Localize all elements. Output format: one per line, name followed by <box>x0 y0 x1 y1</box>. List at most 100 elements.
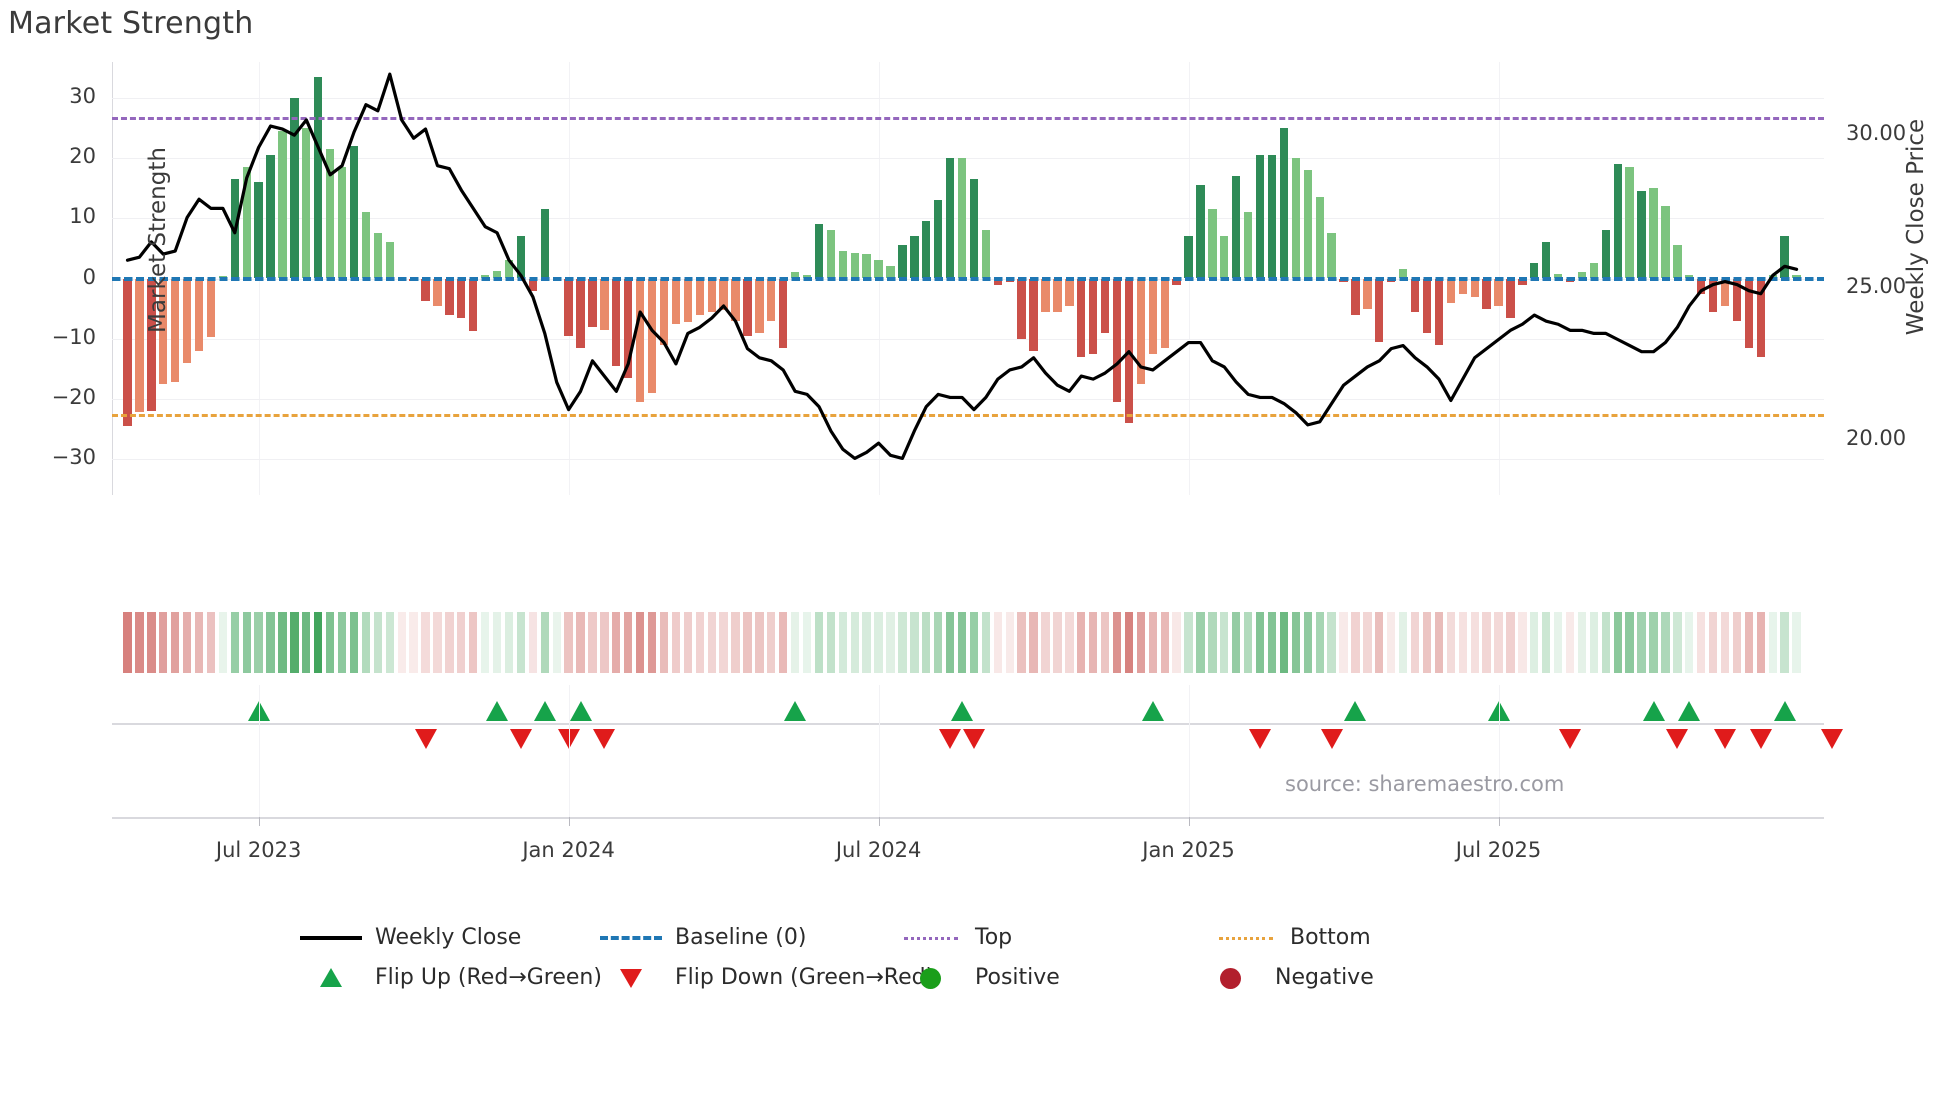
heat-cell <box>1518 612 1527 673</box>
heat-cell <box>469 612 478 673</box>
strength-bar <box>1375 278 1384 342</box>
heat-cell <box>838 612 847 673</box>
heat-cell <box>1303 612 1312 673</box>
legend-label: Top <box>975 925 1013 950</box>
strength-bar <box>969 179 979 279</box>
strength-bar <box>647 278 657 393</box>
strength-bar <box>421 278 430 302</box>
strength-bar <box>624 278 633 378</box>
flip-up-marker <box>486 701 509 721</box>
heat-cell <box>242 612 251 673</box>
strength-bar <box>1315 197 1324 279</box>
strength-bar <box>683 278 692 322</box>
heat-cell <box>1589 612 1599 673</box>
dashed-line-swatch-icon <box>600 927 662 949</box>
heat-cell <box>1363 612 1372 673</box>
flip-axis-line <box>112 723 1824 725</box>
heat-cell <box>1291 612 1301 673</box>
heat-cell <box>814 612 824 673</box>
dotted-line-swatch-icon <box>900 927 962 949</box>
strength-bar <box>1184 236 1193 279</box>
heat-cell <box>981 612 991 673</box>
legend-item[interactable]: Flip Up (Red→Green) <box>300 965 602 990</box>
strength-bar <box>242 167 251 279</box>
strength-bar <box>1136 278 1146 384</box>
legend-item[interactable]: Negative <box>1200 965 1374 990</box>
swatch-glyph <box>1219 936 1273 940</box>
strength-bar <box>194 278 204 351</box>
heat-cell <box>671 612 681 673</box>
strength-bar <box>719 278 728 310</box>
strength-bar <box>314 77 323 279</box>
strength-bar <box>1470 278 1479 297</box>
strength-bar <box>1649 188 1658 279</box>
heat-cell <box>779 612 788 673</box>
strength-bar <box>349 146 359 279</box>
heat-cell <box>1780 612 1789 673</box>
heat-cell <box>1744 612 1754 673</box>
heat-cell <box>302 612 311 673</box>
heat-cell <box>755 612 764 673</box>
triangle-down-icon <box>600 967 662 989</box>
heat-cell <box>564 612 573 673</box>
flip-down-marker <box>509 729 532 749</box>
x-gridline <box>1188 685 1191 817</box>
heat-cell <box>373 612 383 673</box>
x-axis-tick <box>1498 817 1501 826</box>
strength-bar <box>1232 176 1241 279</box>
strength-bar <box>779 278 788 348</box>
x-axis-line <box>112 817 1824 819</box>
strength-bar <box>1303 170 1312 279</box>
strength-bar <box>469 278 478 332</box>
legend-item[interactable]: Baseline (0) <box>600 925 806 950</box>
legend-item[interactable]: Flip Down (Green→Red) <box>600 965 934 990</box>
gridline <box>112 158 1824 160</box>
flip-up-marker <box>1773 701 1796 721</box>
strength-bar <box>993 278 1002 285</box>
left-axis-tick-label: 20 <box>69 144 96 169</box>
heat-cell <box>266 612 275 673</box>
heat-cell <box>254 612 263 673</box>
legend-item[interactable]: Positive <box>900 965 1060 990</box>
strength-bar <box>433 278 442 306</box>
flip-down-marker <box>1320 729 1343 749</box>
heat-cell <box>1398 612 1408 673</box>
heat-cell <box>1041 612 1050 673</box>
heat-cell <box>1530 612 1539 673</box>
heat-cell <box>1208 612 1217 673</box>
heat-cell <box>612 612 621 673</box>
heat-cell <box>719 612 728 673</box>
heat-cell <box>1243 612 1253 673</box>
strength-bar <box>862 254 871 279</box>
strength-bar <box>1637 191 1646 279</box>
heat-cell <box>492 612 502 673</box>
x-axis-tick-label: Jul 2023 <box>215 838 302 862</box>
strength-bar <box>1613 164 1622 279</box>
legend-item[interactable]: Top <box>900 925 1012 950</box>
baseline-zero-line <box>112 276 1824 281</box>
strength-bar <box>1208 209 1217 279</box>
strength-bar <box>922 221 931 279</box>
strength-bar <box>945 158 955 279</box>
legend-item[interactable]: Weekly Close <box>300 925 521 950</box>
heat-cell <box>540 612 549 673</box>
heat-cell <box>922 612 931 673</box>
heat-cell <box>123 612 132 673</box>
strength-bar <box>731 278 740 321</box>
right-axis-tick-label: 20.00 <box>1846 426 1907 451</box>
strength-bar <box>516 236 526 279</box>
strength-bar <box>1422 278 1432 333</box>
flip-up-marker <box>569 701 592 721</box>
heat-cell <box>1315 612 1324 673</box>
strength-bar <box>135 278 144 412</box>
bottom-reference-line <box>112 413 1824 417</box>
price-polyline <box>128 74 1797 458</box>
strength-bar <box>600 278 609 330</box>
strength-bar <box>826 230 836 279</box>
strength-bar <box>1625 167 1634 279</box>
heat-cell <box>457 612 466 673</box>
right-axis-tick-label: 25.00 <box>1846 273 1907 298</box>
legend-item[interactable]: Bottom <box>1215 925 1371 950</box>
heat-cell <box>731 612 740 673</box>
heat-cell <box>1458 612 1467 673</box>
